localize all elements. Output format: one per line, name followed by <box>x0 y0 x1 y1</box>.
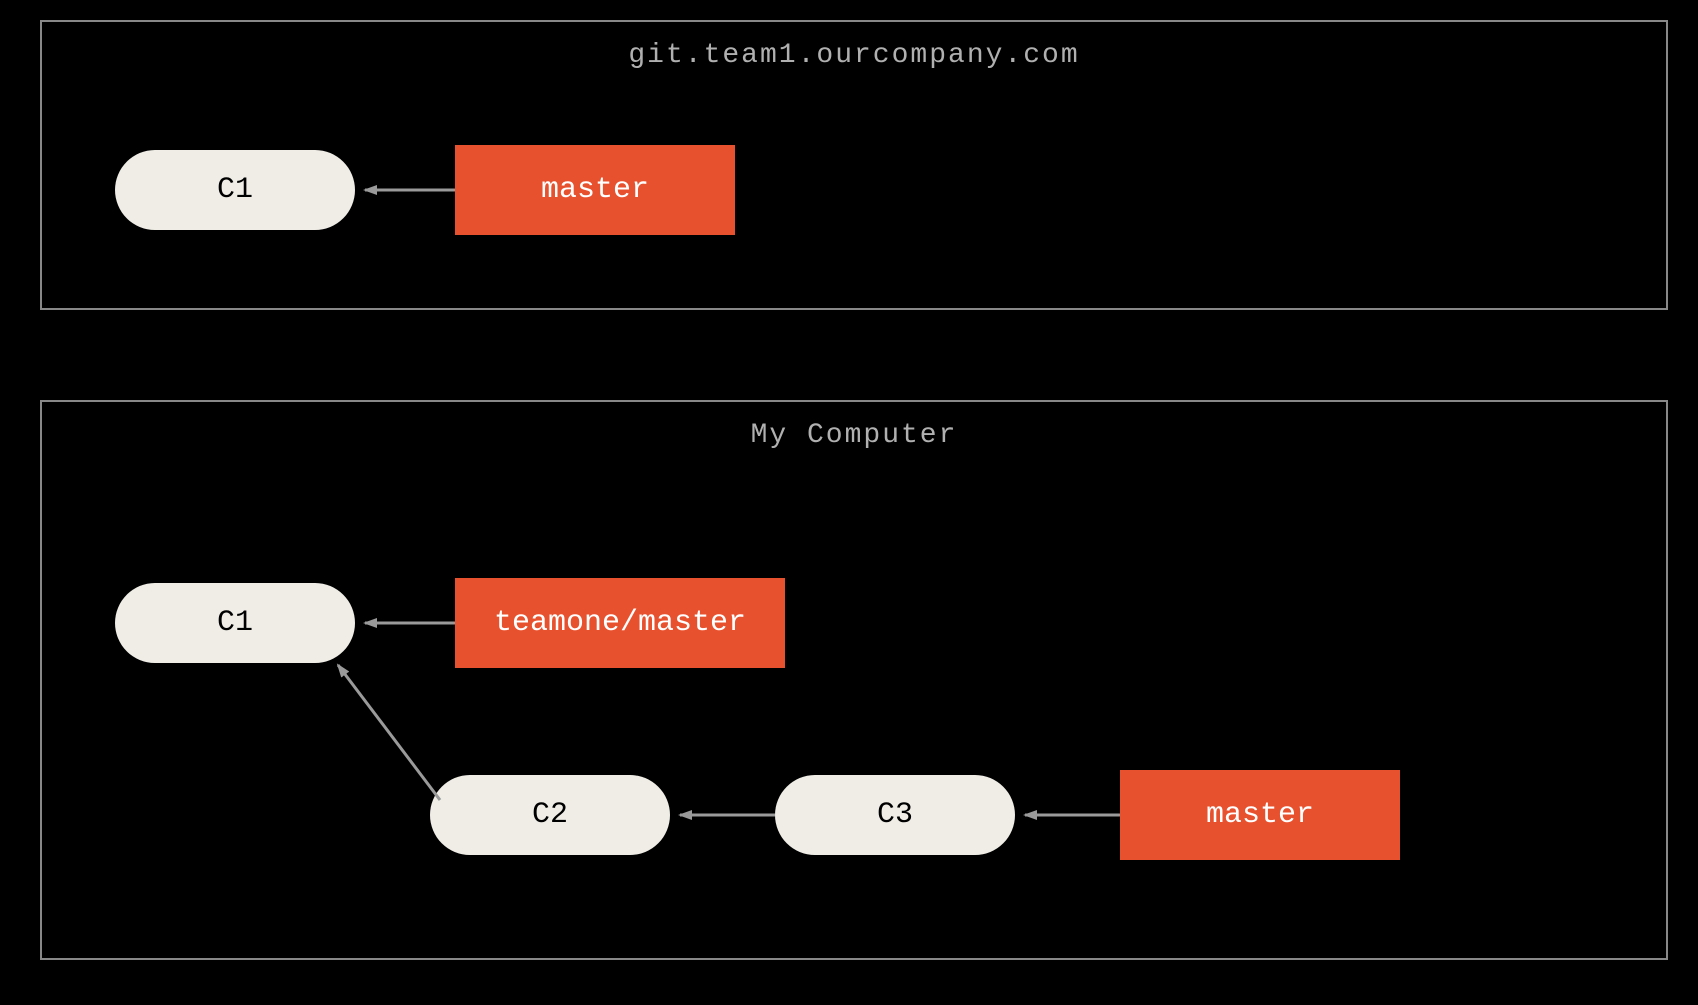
branch-local-master: master <box>1120 770 1400 860</box>
commit-local-c3: C3 <box>775 775 1015 855</box>
branch-remote-master: master <box>455 145 735 235</box>
panel-local: My Computer <box>40 400 1668 960</box>
commit-local-c2: C2 <box>430 775 670 855</box>
commit-remote-c1: C1 <box>115 150 355 230</box>
panel-local-title: My Computer <box>751 420 958 451</box>
commit-local-c1: C1 <box>115 583 355 663</box>
branch-local-teamone-master: teamone/master <box>455 578 785 668</box>
panel-remote-title: git.team1.ourcompany.com <box>628 40 1079 71</box>
